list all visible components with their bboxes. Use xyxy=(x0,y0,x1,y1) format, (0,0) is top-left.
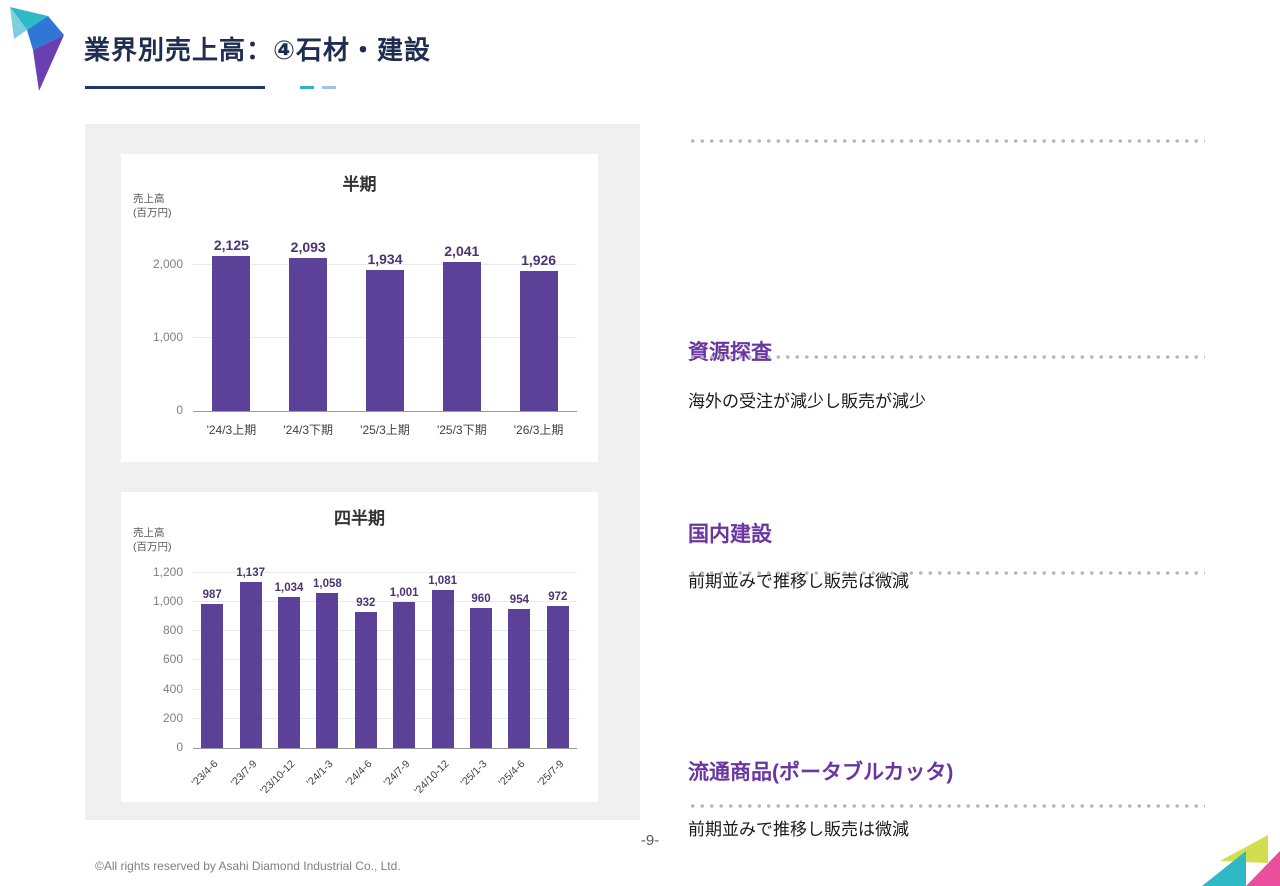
section-heading-resource-exploration: 資源探査 xyxy=(688,341,772,364)
gridline xyxy=(193,264,577,266)
title-dash-accent-1 xyxy=(300,86,314,89)
x-tick-label: '24/3上期 xyxy=(206,423,257,437)
bar-value-label: 1,001 xyxy=(389,586,419,599)
bar-value-label: 960 xyxy=(471,592,491,605)
gridline xyxy=(193,688,577,690)
y-tick-label: 1,000 xyxy=(152,330,183,345)
bar-value-label: 1,926 xyxy=(521,251,557,268)
bar xyxy=(354,611,377,748)
bar xyxy=(212,256,251,411)
corner-triangle-lime xyxy=(1220,835,1268,863)
y-tick-label: 2,000 xyxy=(152,257,183,272)
bar-value-label: 2,041 xyxy=(444,243,480,260)
bar xyxy=(201,603,224,748)
bar-value-label: 2,093 xyxy=(290,239,326,256)
gridline xyxy=(193,630,577,632)
gridline xyxy=(193,659,577,661)
y-tick-label: 0 xyxy=(176,403,183,417)
page-number: -9- xyxy=(640,832,660,849)
y-tick-label: 200 xyxy=(162,710,183,725)
y-tick-label: 400 xyxy=(162,681,183,696)
y-axis-label: 売上高 (百万円) xyxy=(133,527,172,554)
bar xyxy=(289,258,328,411)
bar xyxy=(508,608,531,748)
plot-area: 2,125 2,093 1,934 2,041 1,926 xyxy=(193,236,577,412)
company-logo xyxy=(10,7,64,91)
half-year-chart: 半期売上高 (百万円) 2,125 2,093 1,934 2,041 1,926 0 1,0… xyxy=(121,154,598,462)
bar-value-label: 1,081 xyxy=(428,575,457,588)
bar xyxy=(316,593,339,748)
y-tick-label: 1,000 xyxy=(152,593,183,608)
bar xyxy=(519,270,558,411)
x-tick-label: '24/3下期 xyxy=(283,423,334,437)
dotted-divider xyxy=(688,571,1205,575)
quarterly-chart: 四半期売上高 (百万円) 987 1,137 1,034 1,058 932 1,001 1,… xyxy=(121,492,598,802)
bar xyxy=(366,269,404,411)
bar xyxy=(470,607,492,748)
corner-decoration xyxy=(1202,835,1280,886)
section-heading-domestic-construction: 国内建設 xyxy=(688,523,772,546)
bar-value-label: 987 xyxy=(202,588,222,601)
bar xyxy=(393,601,416,748)
section-body-distribution-products: 前期並みで推移し販売は微減 xyxy=(688,820,909,839)
bar-value-label: 1,058 xyxy=(313,578,342,591)
y-tick-label: 1,200 xyxy=(152,564,183,579)
title-underline xyxy=(85,86,265,89)
bar xyxy=(546,605,569,748)
logo-facet-blue xyxy=(27,16,64,50)
bar xyxy=(239,581,262,748)
bar xyxy=(431,590,454,748)
commentary-panel: 資源探査 海外の受注が減少し販売が減少 国内建設 前期並みで推移し販売は微減 流… xyxy=(688,124,1205,839)
bar-value-label: 972 xyxy=(548,590,568,603)
bar-value-label: 1,034 xyxy=(274,581,304,594)
plot-area: 987 1,137 1,034 1,058 932 1,001 1,081 960 954 972 xyxy=(193,558,577,749)
page-title: 業界別売上高：④石材・建設 xyxy=(84,35,432,65)
gridline xyxy=(193,717,577,719)
gridline xyxy=(193,571,577,573)
y-tick-label: 800 xyxy=(162,623,183,638)
logo-facet-purple xyxy=(33,35,64,91)
gridline xyxy=(193,600,577,602)
x-tick-label: '26/3上期 xyxy=(513,423,564,437)
corner-triangle-magenta xyxy=(1246,851,1280,886)
section-body-domestic-construction: 前期並みで推移し販売は微減 xyxy=(688,572,909,591)
bar-value-label: 1,934 xyxy=(367,250,403,267)
dotted-divider xyxy=(688,139,1205,143)
bar xyxy=(278,596,300,748)
title-dash-accent-2 xyxy=(322,86,336,89)
dotted-divider xyxy=(688,804,1205,808)
copyright-note: ©All rights reserved by Asahi Diamond In… xyxy=(95,859,401,873)
y-axis-label: 売上高 (百万円) xyxy=(133,193,172,220)
charts-panel: 半期売上高 (百万円) 2,125 2,093 1,934 2,041 1,926 0 1,0… xyxy=(85,124,640,820)
bar xyxy=(442,262,481,411)
bar-value-label: 954 xyxy=(509,593,529,606)
logo-facet-teal xyxy=(10,7,48,30)
x-tick-label: '25/3上期 xyxy=(360,423,410,437)
dotted-divider xyxy=(688,355,1205,359)
bar-value-label: 2,125 xyxy=(213,237,249,254)
chart-title: 半期 xyxy=(342,175,377,194)
x-tick-label: '25/3下期 xyxy=(436,423,487,437)
section-body-resource-exploration: 海外の受注が減少し販売が減少 xyxy=(688,392,926,411)
bar-value-label: 1,137 xyxy=(236,566,265,579)
bar-value-label: 932 xyxy=(356,596,376,609)
corner-triangle-teal xyxy=(1202,851,1246,886)
logo-facet-light xyxy=(10,7,27,39)
section-heading-distribution-products: 流通商品(ポータブルカッタ) xyxy=(688,761,954,784)
y-tick-label: 600 xyxy=(162,652,183,667)
chart-title: 四半期 xyxy=(334,509,385,528)
y-tick-label: 0 xyxy=(176,740,183,754)
